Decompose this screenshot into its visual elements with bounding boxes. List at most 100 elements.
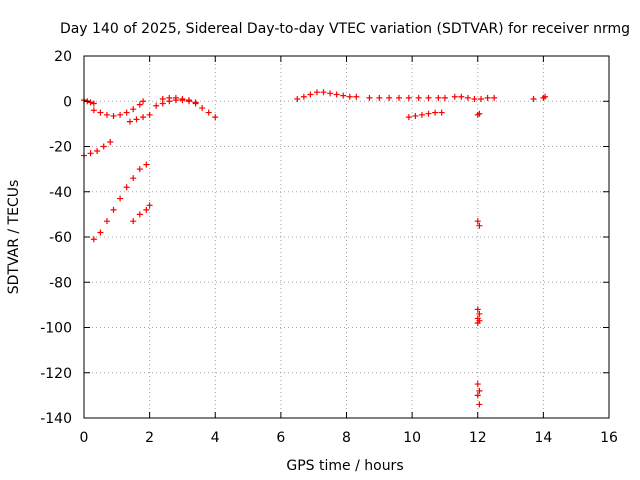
data-point (471, 95, 478, 102)
data-point (300, 93, 307, 100)
y-tick-label: -40 (49, 185, 72, 201)
data-point (542, 93, 549, 100)
axis-ticks (83, 55, 610, 419)
data-point (153, 102, 160, 109)
series-arc-m (405, 109, 445, 121)
data-point (130, 218, 137, 225)
data-point (159, 95, 166, 102)
y-tick-label: -140 (40, 411, 72, 427)
data-point (205, 109, 212, 116)
data-point (110, 206, 117, 213)
data-point (333, 91, 340, 98)
data-point (126, 118, 133, 125)
series-arc-o (474, 110, 483, 229)
data-point (425, 110, 432, 117)
data-point (140, 98, 147, 105)
data-point (117, 111, 124, 118)
data-point (476, 401, 483, 408)
data-point (146, 202, 153, 209)
x-axis-label: GPS time / hours (286, 458, 403, 474)
data-point (474, 218, 481, 225)
data-point (464, 94, 471, 101)
data-point (476, 110, 483, 117)
data-point (100, 143, 107, 150)
x-tick-label: 12 (469, 430, 487, 446)
data-point (346, 93, 353, 100)
data-point (320, 89, 327, 96)
y-tick-label: -60 (49, 230, 72, 246)
data-point (474, 319, 481, 326)
data-point (476, 222, 483, 229)
data-point (97, 229, 104, 236)
data-point (478, 95, 485, 102)
data-point (376, 94, 383, 101)
data-point (136, 166, 143, 173)
data-point (458, 93, 465, 100)
series-arc-p (474, 306, 483, 326)
data-point (476, 387, 483, 394)
x-tick-label: 6 (276, 430, 285, 446)
data-point (294, 95, 301, 102)
series-arc-f (126, 111, 153, 125)
data-point (474, 381, 481, 388)
data-point (212, 114, 219, 121)
x-tick-label: 16 (600, 430, 618, 446)
y-axis-label: SDTVAR / TECUs (6, 180, 22, 295)
data-point (166, 94, 173, 101)
series-arc-k (451, 93, 485, 102)
data-point (474, 306, 481, 313)
data-point (438, 109, 445, 116)
data-point (117, 195, 124, 202)
data-point (313, 89, 320, 96)
data-point (140, 114, 147, 121)
data-point (90, 107, 97, 114)
data-point (192, 100, 199, 107)
data-point (366, 94, 373, 101)
series-arc-j (366, 94, 448, 101)
data-point (94, 148, 101, 155)
data-point (405, 94, 412, 101)
y-tick-labels: 20 0 -20 -40 -60 -80 -100 -120 -140 (40, 49, 72, 427)
data-point (340, 92, 347, 99)
data-point (130, 175, 137, 182)
data-point (136, 211, 143, 218)
data-point (405, 114, 412, 121)
data-point (476, 310, 483, 317)
x-tick-label: 8 (342, 430, 351, 446)
x-tick-label: 10 (403, 430, 421, 446)
data-point (146, 111, 153, 118)
data-point (435, 94, 442, 101)
data-point (412, 112, 419, 119)
data-point (143, 161, 150, 168)
data-point (179, 95, 186, 102)
data-point (87, 99, 94, 106)
y-tick-label: -100 (40, 321, 72, 337)
series-arc-i (294, 89, 360, 102)
y-tick-label: 0 (63, 94, 72, 110)
data-point (530, 95, 537, 102)
data-point (87, 150, 94, 157)
data-points (81, 89, 549, 408)
series-arc-h (159, 94, 219, 121)
y-tick-label: -80 (49, 275, 72, 291)
data-point (136, 101, 143, 108)
data-point (474, 392, 481, 399)
series-arc-a (81, 97, 97, 107)
data-point (110, 112, 117, 119)
data-point (133, 116, 140, 123)
data-point (418, 111, 425, 118)
series-arc-e (130, 202, 153, 225)
chart-title: Day 140 of 2025, Sidereal Day-to-day VTE… (60, 21, 630, 37)
data-point (432, 109, 439, 116)
data-point (107, 138, 114, 145)
y-tick-label: 20 (54, 49, 72, 65)
data-point (97, 109, 104, 116)
x-tick-label: 14 (534, 430, 552, 446)
series-arc-c (81, 138, 114, 159)
grid-lines (84, 56, 609, 418)
data-point (103, 111, 110, 118)
data-point (90, 100, 97, 107)
data-point (415, 94, 422, 101)
data-point (386, 94, 393, 101)
